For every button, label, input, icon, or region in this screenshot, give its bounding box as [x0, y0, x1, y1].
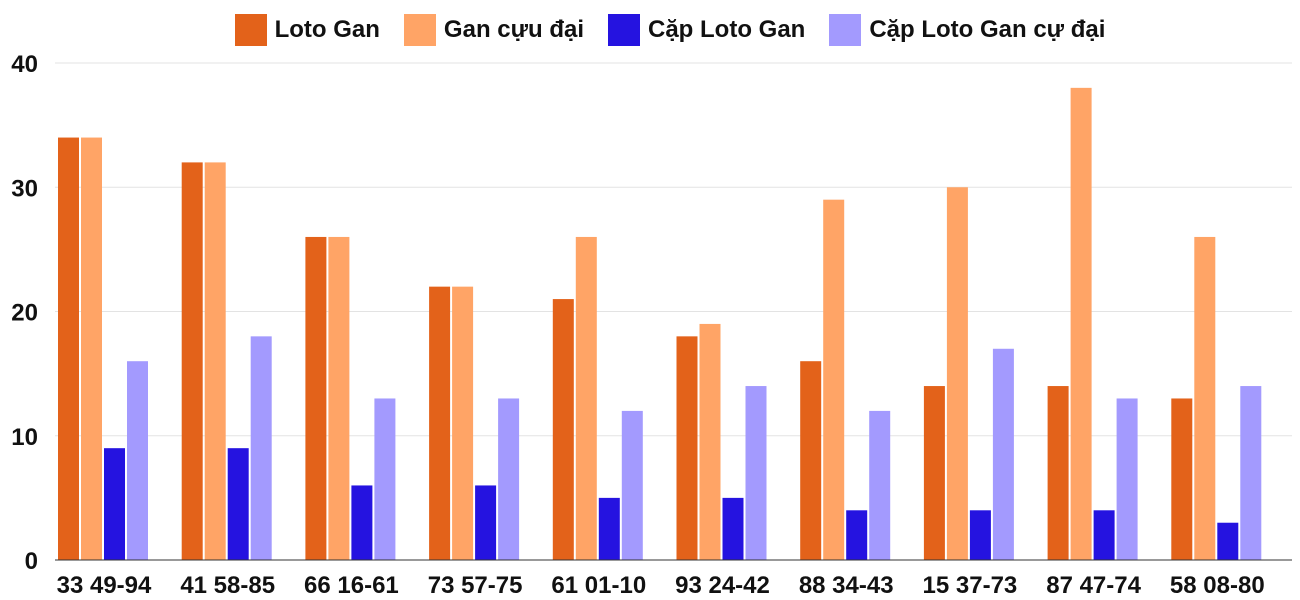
y-tick-label: 30: [11, 175, 38, 202]
bar: [1171, 398, 1193, 560]
bar: [1116, 398, 1138, 560]
x-tick-label: 87 47-74: [1046, 572, 1141, 599]
bar: [498, 398, 520, 560]
legend-label: Cặp Loto Gan: [648, 16, 806, 43]
x-tick-label: 58 08-80: [1170, 572, 1265, 599]
bar: [598, 497, 620, 560]
bar: [1093, 510, 1115, 560]
bar: [452, 286, 474, 560]
bar: [823, 199, 845, 561]
x-tick-label: 15 37-73: [923, 572, 1018, 599]
legend-item[interactable]: Gan cựu đại: [403, 14, 584, 46]
bar: [923, 386, 945, 560]
bar: [429, 286, 451, 560]
bar: [621, 410, 643, 560]
bar: [946, 187, 968, 560]
bar: [745, 386, 767, 560]
bar: [1217, 522, 1239, 560]
y-tick-label: 20: [11, 300, 38, 327]
bar: [1070, 87, 1092, 560]
legend-item[interactable]: Cặp Loto Gan cự đại: [829, 14, 1105, 46]
bar: [676, 336, 698, 560]
bar: [1240, 386, 1262, 560]
bar: [552, 299, 574, 560]
bar: [869, 410, 891, 560]
x-tick-label: 88 34-43: [799, 572, 894, 599]
bar: [1047, 386, 1069, 560]
bar: [351, 485, 373, 560]
bar: [374, 398, 396, 560]
bar: [227, 448, 249, 560]
bar: [699, 323, 721, 560]
bar: [81, 137, 102, 561]
y-tick-label: 10: [11, 424, 38, 451]
y-tick-label: 40: [11, 51, 38, 78]
bar: [800, 361, 822, 560]
bar: [204, 162, 226, 560]
bar: [475, 485, 497, 560]
x-tick-label: 61 01-10: [551, 572, 646, 599]
legend-swatch: [608, 14, 640, 46]
bar: [181, 162, 203, 560]
legend-swatch: [829, 14, 862, 46]
bar: [969, 510, 991, 560]
bar: [104, 448, 125, 560]
legend-swatch: [234, 14, 267, 46]
legend-label: Gan cựu đại: [443, 16, 584, 43]
x-tick-label: 41 58-85: [180, 572, 275, 599]
legend-swatch: [403, 14, 436, 46]
legend-label: Loto Gan: [274, 16, 380, 43]
legend: Loto Gan Gan cựu đại Cặp Loto Gan Cặp Loto …: [0, 14, 1300, 46]
y-tick-label: 0: [25, 548, 38, 575]
x-tick-label: 73 57-75: [428, 572, 523, 599]
x-tick-label: 93 24-42: [675, 572, 770, 599]
x-tick-label: 33 49-94: [57, 572, 152, 599]
bar: [305, 236, 327, 560]
bar: [250, 336, 272, 560]
bar: [1194, 236, 1216, 560]
bar: [722, 497, 744, 560]
legend-item[interactable]: Loto Gan: [234, 14, 380, 46]
x-tick-label: 66 16-61: [304, 572, 399, 599]
legend-label: Cặp Loto Gan cự đại: [869, 16, 1106, 43]
bar: [575, 236, 597, 560]
bar: [58, 137, 79, 561]
bar: [992, 348, 1014, 560]
bar: [846, 510, 868, 560]
bar: [127, 361, 148, 560]
legend-item[interactable]: Cặp Loto Gan: [608, 14, 805, 46]
bar: [328, 236, 350, 560]
